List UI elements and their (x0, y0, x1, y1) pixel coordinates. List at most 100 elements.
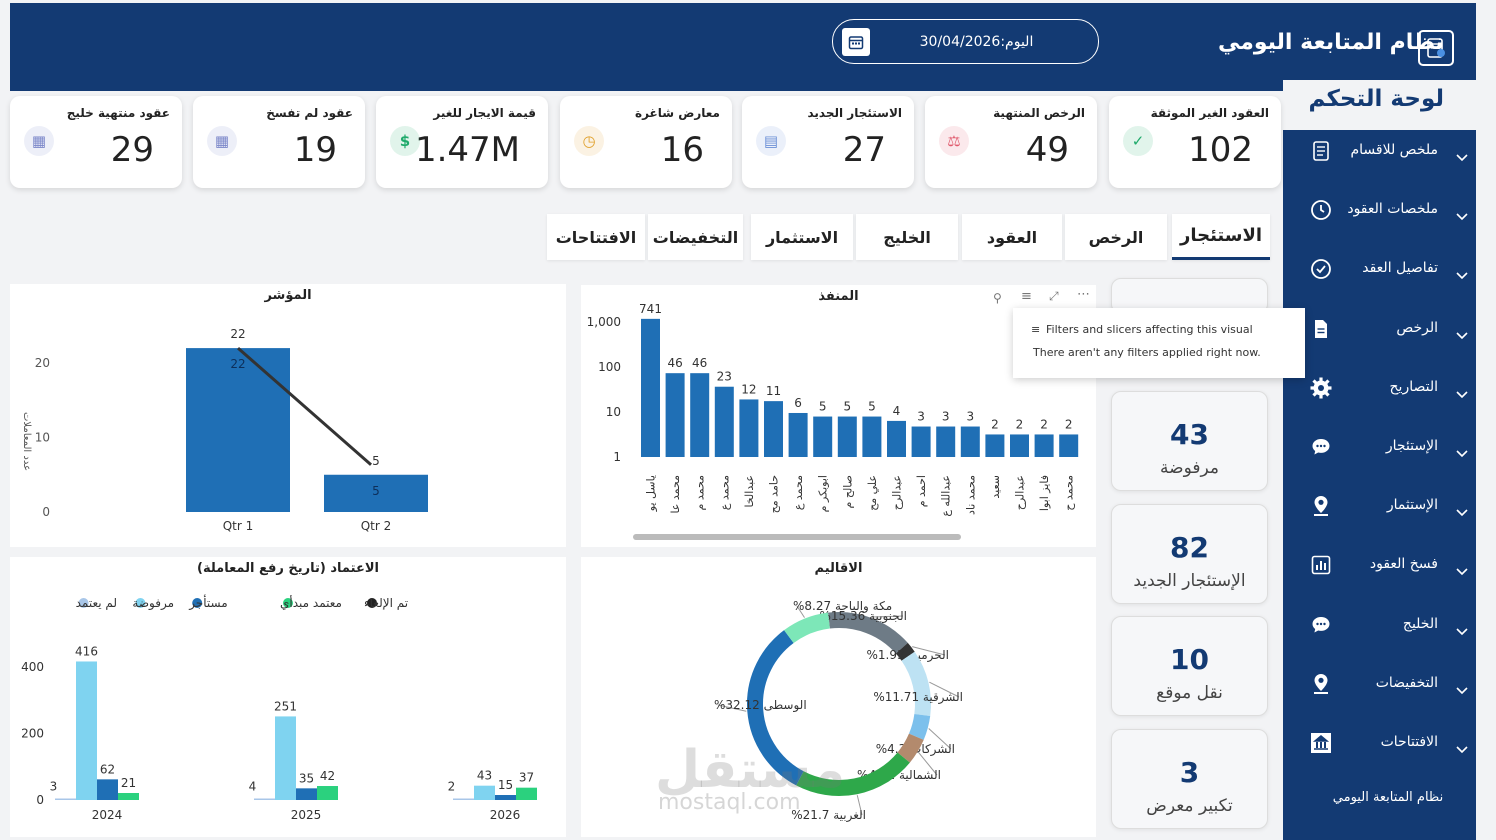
kpi-label: الرخص المنتهية (993, 106, 1085, 120)
chevron-down-icon[interactable] (1455, 444, 1469, 458)
sidebar-item[interactable]: الإستثمار (1300, 489, 1476, 529)
chat-icon (1308, 612, 1334, 638)
kpi-card[interactable]: معارض شاغرة 16 ◷ (560, 96, 732, 188)
sidebar-item[interactable]: الخليج (1300, 608, 1476, 648)
panel-approval: الاعتماد (تاريخ رفع المعاملة) تم الإلغاء… (10, 557, 566, 837)
bar-data-label: 12 (741, 382, 756, 396)
filter-small-icon: ≡ (1031, 323, 1041, 336)
sidebar-footer[interactable]: نظام المتابعة اليومي (1332, 790, 1444, 805)
tab[interactable]: الرخص (1065, 214, 1167, 260)
kpi-card[interactable]: عقود منتهية خليج 29 ▦ (10, 96, 182, 188)
sidebar-title: لوحة التحكم (1308, 86, 1444, 112)
kpi-card[interactable]: الاستئجار الجديد 27 ▤ (742, 96, 914, 188)
bar-data-label: 3 (942, 410, 950, 424)
stat-label: مرفوضة (1160, 458, 1219, 478)
sidebar-item[interactable]: تفاصيل العقد (1300, 252, 1476, 292)
sidebar-item[interactable]: الرخص (1300, 312, 1476, 352)
donut-slice (747, 630, 804, 786)
indicator-chart: 0 10 20 عدد المعاملات 22 22 Qtr 1 5 5 Qtr 2 (21, 327, 428, 533)
chevron-down-icon[interactable] (1455, 148, 1469, 162)
filter-icon[interactable]: ≡ (1021, 289, 1032, 304)
x-tick-label: عبدالله ع (940, 475, 953, 517)
bar-data-label: 46 (692, 356, 707, 370)
chevron-down-icon[interactable] (1455, 266, 1469, 280)
kpi-value: 102 (1188, 130, 1253, 170)
bar-data-label: 42 (320, 769, 335, 783)
sidebar-item[interactable]: ملخصات العقود (1300, 193, 1476, 233)
chevron-down-icon[interactable] (1455, 681, 1469, 694)
sidebar-item-label: ملخص للاقسام (1350, 142, 1438, 158)
sidebar-item[interactable]: الافتتاحات (1300, 726, 1476, 766)
tab[interactable]: الاستثمار (751, 214, 853, 260)
sidebar-item-label: التصاريح (1389, 378, 1438, 395)
x-tick-label: احمد م (915, 475, 928, 507)
bar-data-label: 416 (75, 644, 98, 658)
sidebar-item-label: فسخ العقود (1369, 556, 1438, 573)
report-icon (1308, 138, 1334, 164)
chevron-down-icon[interactable] (1455, 503, 1469, 517)
chevron-down-icon[interactable] (1455, 740, 1469, 754)
stat-label: نقل موقع (1156, 683, 1223, 703)
kpi-card[interactable]: قيمة الايجار للغير 1.47M $ (376, 96, 548, 188)
donut-slice (796, 752, 910, 796)
filters-tooltip: ≡ Filters and slicers affecting this vis… (1013, 308, 1305, 378)
bar (317, 786, 338, 800)
chevron-down-icon[interactable] (1455, 326, 1469, 339)
focus-mode-icon[interactable]: ⤢ (1049, 289, 1059, 303)
panel-executor: المنفذ 1 10 100 1,000 741 ياسل يو 46 محمد عا 46 م… (581, 285, 1096, 547)
legend-swatch (283, 598, 293, 608)
legend-swatch (78, 598, 89, 608)
kpi-value: 16 (660, 130, 704, 170)
tab[interactable]: الاستئجار (1172, 214, 1270, 260)
tab[interactable]: التخفيضات (648, 214, 743, 260)
bar (985, 434, 1005, 457)
tab[interactable]: الافتتاحات (547, 214, 645, 260)
clock-icon (1308, 197, 1334, 223)
sidebar-item[interactable]: التخفيضات (1300, 667, 1476, 707)
bar-data-label: 5 (819, 400, 827, 414)
kpi-card[interactable]: عقود لم تفسخ 19 ▦ (193, 96, 365, 188)
kpi-label: الاستئجار الجديد (807, 106, 902, 120)
stat-card[interactable]: 3 تكبير معرض (1111, 729, 1268, 829)
more-options-icon[interactable]: ⋯ (1077, 287, 1090, 302)
y-axis-label: عدد المعاملات (21, 412, 32, 471)
bar (97, 779, 118, 800)
leader-line (929, 681, 960, 698)
x-tick-label: محمد عا (669, 475, 682, 514)
sidebar-item[interactable]: فسخ العقود (1300, 548, 1476, 588)
kpi-card[interactable]: الرخص المنتهية 49 ⚖ (925, 96, 1097, 188)
x-tick-label: 2026 (490, 808, 521, 822)
kpi-card[interactable]: العقود الغير الموثقة 102 ✓ (1109, 96, 1281, 188)
date-display[interactable]: اليوم:30/04/2026 (832, 19, 1099, 64)
y-tick-label: 10 (606, 405, 621, 419)
stat-card[interactable]: 10 نقل موقع (1111, 616, 1268, 716)
calendar-icon[interactable] (842, 28, 870, 56)
chevron-down-icon[interactable] (1455, 622, 1469, 635)
y-tick-label: 20 (35, 356, 50, 370)
bar-data-label: 11 (766, 384, 781, 398)
sidebar-item[interactable]: ملخص للاقسام (1300, 134, 1476, 174)
tab[interactable]: الخليج (856, 214, 958, 260)
stat-card[interactable]: 82 الإستئجار الجديد (1111, 504, 1268, 604)
horizontal-scrollbar[interactable] (633, 534, 961, 540)
bar (936, 426, 956, 457)
pin-icon[interactable]: ⚲ (993, 291, 1002, 305)
x-tick-label: عبدالخا (743, 475, 756, 508)
x-tick-label: Qtr 1 (223, 519, 254, 533)
legend-swatch (367, 598, 377, 608)
bar (1034, 434, 1054, 457)
kpi-value: 1.47M (414, 130, 520, 170)
stat-card[interactable]: 43 مرفوضة (1111, 391, 1268, 491)
x-tick-label: 2024 (92, 808, 123, 822)
bar (55, 798, 76, 800)
tab[interactable]: العقود (962, 214, 1062, 260)
sidebar-item[interactable]: التصاريح (1300, 371, 1476, 411)
file-icon: ▦ (207, 126, 237, 156)
chevron-down-icon[interactable] (1455, 562, 1469, 576)
chevron-down-icon[interactable] (1455, 207, 1469, 221)
dollar-icon: $ (390, 126, 420, 156)
chevron-down-icon[interactable] (1455, 385, 1469, 398)
sidebar-item[interactable]: الإستئجار (1300, 430, 1476, 470)
bar-data-label: 5 (868, 400, 876, 414)
